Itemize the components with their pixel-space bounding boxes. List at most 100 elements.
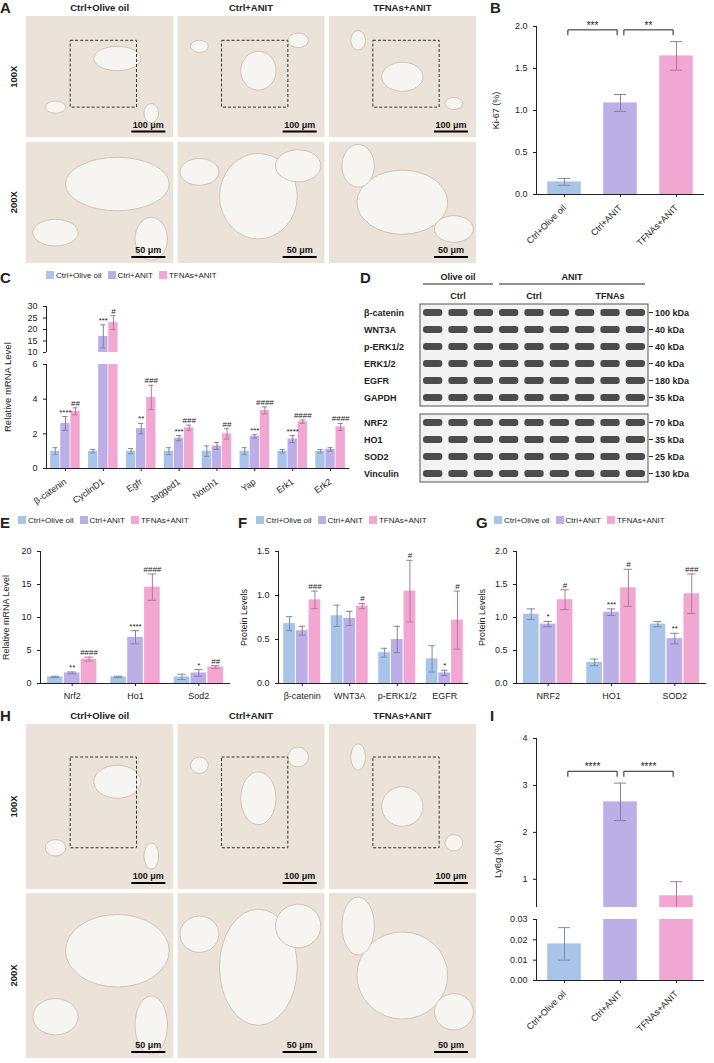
svg-text:200X: 200X [8,190,19,213]
svg-text:1.0: 1.0 [515,105,528,115]
svg-text:0.0: 0.0 [495,678,508,688]
svg-text:###: ### [308,582,322,591]
svg-text:p-ERK1/2: p-ERK1/2 [364,342,404,352]
svg-text:Olive oil: Olive oil [440,272,475,282]
svg-text:0.03: 0.03 [510,914,528,924]
svg-text:100 μm: 100 μm [435,871,466,881]
svg-text:###: ### [182,416,196,425]
svg-text:6: 6 [32,359,37,369]
svg-text:*: * [197,661,200,670]
svg-text:40 kDa: 40 kDa [655,359,685,369]
svg-text:Ctrl+ANIT: Ctrl+ANIT [589,202,625,238]
svg-text:SOD2: SOD2 [364,452,389,462]
svg-text:TFNAs+ANIT: TFNAs+ANIT [373,710,432,721]
svg-text:####: #### [332,414,350,423]
svg-text:0.5: 0.5 [515,147,528,157]
svg-text:25: 25 [27,313,37,323]
svg-text:200X: 200X [8,964,19,987]
svg-text:1.0: 1.0 [495,612,508,622]
svg-text:****: **** [286,427,298,436]
svg-text:***: *** [174,427,183,436]
svg-text:Relative mRNA Level: Relative mRNA Level [1,575,11,660]
svg-text:EGFR: EGFR [432,691,458,701]
svg-text:Ho1: Ho1 [127,691,144,701]
svg-text:Protein Levels: Protein Levels [239,588,249,646]
svg-text:1.5: 1.5 [257,546,270,556]
svg-text:NRF2: NRF2 [536,691,560,701]
svg-text:130 kDa: 130 kDa [655,469,690,479]
svg-text:TFNAs+ANIT: TFNAs+ANIT [635,202,680,247]
svg-text:p-ERK1/2: p-ERK1/2 [378,691,417,701]
svg-text:10: 10 [21,612,31,622]
svg-text:100 μm: 100 μm [133,120,164,130]
svg-text:Ctrl: Ctrl [450,291,466,301]
svg-text:0.5: 0.5 [257,634,270,644]
svg-text:Ctrl+ANIT: Ctrl+ANIT [589,988,625,1024]
svg-text:40 kDa: 40 kDa [655,342,685,352]
svg-text:#: # [626,560,631,569]
svg-text:Ctrl+Olive oil: Ctrl+Olive oil [70,2,129,13]
svg-text:40 kDa: 40 kDa [655,325,685,335]
svg-text:2.0: 2.0 [495,546,508,556]
svg-text:50 μm: 50 μm [438,1040,464,1050]
svg-text:20: 20 [21,546,31,556]
svg-text:##: ## [211,657,220,666]
svg-text:####: #### [256,398,274,407]
svg-text:CyclinD1: CyclinD1 [71,477,106,506]
svg-text:Yap: Yap [239,477,257,494]
svg-text:100X: 100X [8,795,19,818]
svg-text:4: 4 [32,394,37,404]
svg-text:ERK1/2: ERK1/2 [364,359,396,369]
svg-text:β-catenin: β-catenin [284,691,321,701]
svg-text:Ctrl+ANIT: Ctrl+ANIT [229,710,273,721]
svg-text:SOD2: SOD2 [663,691,688,701]
svg-text:TFNAs+ANIT: TFNAs+ANIT [373,2,432,13]
svg-text:**: ** [69,663,75,672]
svg-text:****: **** [59,408,71,417]
svg-text:##: ## [71,399,80,408]
svg-text:##: ## [223,420,232,429]
svg-text:20: 20 [27,324,37,334]
svg-text:#: # [563,581,568,590]
svg-text:1: 1 [522,874,527,884]
svg-text:β-catenin: β-catenin [364,308,404,318]
svg-text:100X: 100X [8,65,19,88]
svg-text:Sod2: Sod2 [188,691,209,701]
svg-text:4: 4 [522,733,527,743]
svg-text:0.0: 0.0 [515,189,528,199]
svg-text:50 μm: 50 μm [287,1040,313,1050]
svg-text:*: * [443,661,446,670]
svg-text:TFNAs+ANIT: TFNAs+ANIT [635,988,680,1033]
svg-text:Erk2: Erk2 [312,477,333,496]
svg-text:100 μm: 100 μm [133,871,164,881]
svg-text:15: 15 [27,336,37,346]
svg-text:**: ** [138,414,144,423]
svg-text:0.0: 0.0 [257,678,270,688]
svg-text:180 kDa: 180 kDa [655,376,690,386]
svg-text:NRF2: NRF2 [364,418,388,428]
svg-text:Ctrl+Olive oil: Ctrl+Olive oil [525,989,568,1032]
svg-text:10: 10 [27,347,37,357]
svg-text:15: 15 [21,579,31,589]
svg-text:#: # [455,582,460,591]
svg-text:Ctrl+ANIT: Ctrl+ANIT [229,2,273,13]
svg-text:Nrf2: Nrf2 [64,691,81,701]
svg-text:**: ** [672,624,678,633]
svg-text:###: ### [685,565,699,574]
svg-text:Vinculin: Vinculin [364,469,399,479]
svg-text:3: 3 [522,780,527,790]
svg-text:ANIT: ANIT [562,272,583,282]
svg-text:2: 2 [32,429,37,439]
svg-text:Egfr: Egfr [125,477,144,495]
svg-text:TFNAs: TFNAs [596,291,625,301]
svg-text:****: **** [129,622,141,631]
svg-text:Ctrl+Olive oil: Ctrl+Olive oil [70,710,129,721]
svg-text:****: **** [641,761,657,772]
svg-text:####: #### [294,411,312,420]
svg-text:30: 30 [27,301,37,311]
svg-text:WNT3A: WNT3A [334,691,366,701]
svg-text:***: *** [250,426,259,435]
svg-text:50 μm: 50 μm [287,245,313,255]
svg-text:100 μm: 100 μm [284,871,315,881]
svg-text:0: 0 [32,463,37,473]
